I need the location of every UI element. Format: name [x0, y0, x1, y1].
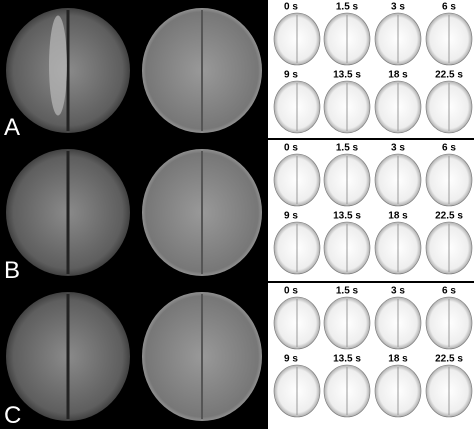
panel-label: B — [4, 257, 20, 284]
lesion — [49, 15, 67, 116]
time-label: 3 s — [391, 286, 405, 297]
time-label: 6 s — [442, 286, 456, 297]
time-label: 1.5 s — [336, 2, 359, 13]
time-label: 18 s — [388, 211, 408, 222]
time-label: 0 s — [284, 286, 298, 297]
time-label: 1.5 s — [336, 143, 359, 154]
time-label: 22.5 s — [435, 354, 463, 365]
time-label: 13.5 s — [333, 70, 361, 81]
time-label: 13.5 s — [333, 354, 361, 365]
time-label: 18 s — [388, 354, 408, 365]
time-label: 13.5 s — [333, 211, 361, 222]
time-label: 9 s — [284, 70, 298, 81]
time-label: 18 s — [388, 70, 408, 81]
time-label: 6 s — [442, 2, 456, 13]
right-background — [268, 0, 474, 429]
time-label: 3 s — [391, 143, 405, 154]
time-label: 9 s — [284, 354, 298, 365]
time-label: 0 s — [284, 2, 298, 13]
time-label: 22.5 s — [435, 211, 463, 222]
time-label: 22.5 s — [435, 70, 463, 81]
time-label: 6 s — [442, 143, 456, 154]
time-label: 0 s — [284, 143, 298, 154]
panel-label: A — [4, 114, 20, 141]
time-label: 9 s — [284, 211, 298, 222]
panel-label: C — [4, 402, 21, 429]
time-label: 1.5 s — [336, 286, 359, 297]
time-label: 3 s — [391, 2, 405, 13]
